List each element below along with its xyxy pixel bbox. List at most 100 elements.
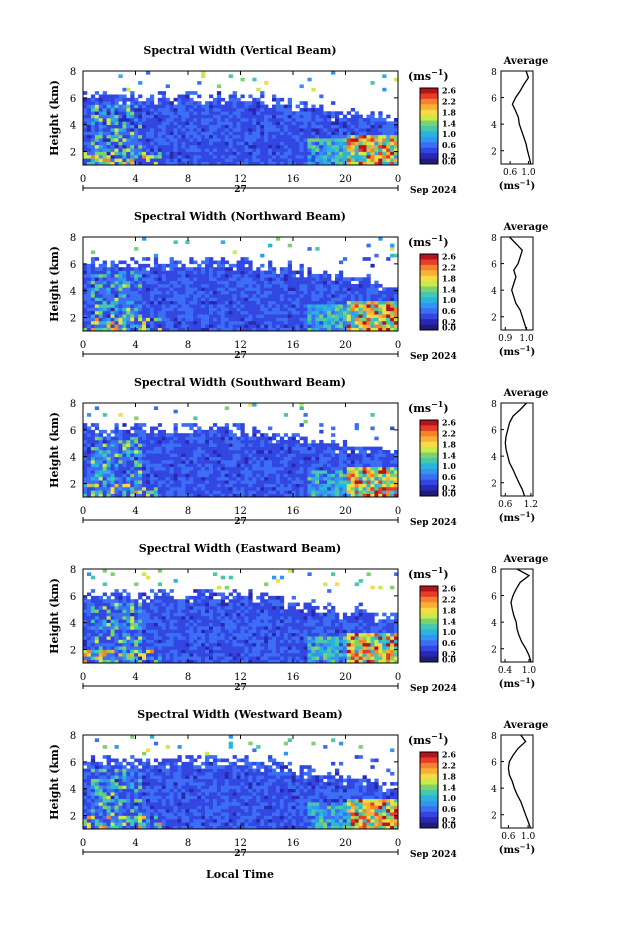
heatmap-cell <box>173 446 178 451</box>
heatmap-cell <box>323 446 328 451</box>
heatmap-cell <box>299 273 304 278</box>
heatmap-cell <box>197 151 202 156</box>
heatmap-cell <box>90 642 96 647</box>
heatmap-cell <box>138 111 143 115</box>
heatmap-cell <box>118 307 123 312</box>
heatmap-cell <box>382 320 387 325</box>
heatmap-cell <box>161 476 166 481</box>
heatmap-cell <box>122 310 127 315</box>
heatmap-cell <box>165 314 170 318</box>
heatmap-cell <box>299 84 304 89</box>
heatmap-cell <box>110 652 115 657</box>
heatmap-cell <box>209 463 214 468</box>
heatmap-cell <box>346 307 352 312</box>
heatmap-cell <box>86 131 92 136</box>
heatmap-cell <box>177 161 182 166</box>
heatmap-cell <box>378 161 383 166</box>
heatmap-cell <box>240 490 245 494</box>
heatmap-cell <box>366 124 371 129</box>
heatmap-cell <box>165 433 170 437</box>
heatmap-cell <box>394 138 399 142</box>
heatmap-cell <box>102 443 107 447</box>
heatmap-cell <box>110 632 115 637</box>
heatmap-cell <box>291 300 296 305</box>
heatmap-cell <box>382 297 387 302</box>
heatmap-cell <box>279 327 285 332</box>
heatmap-cell <box>287 463 292 468</box>
heatmap-cell <box>114 118 119 122</box>
heatmap-cell <box>362 158 367 162</box>
heatmap-cell <box>228 270 233 275</box>
heatmap-cell <box>193 138 198 142</box>
heatmap-cell <box>86 111 92 115</box>
heatmap-cell <box>252 307 257 312</box>
heatmap-cell <box>244 124 249 129</box>
heatmap-cell <box>189 480 194 484</box>
heatmap-cell <box>260 297 265 302</box>
heatmap-cell <box>102 118 107 122</box>
heatmap-cell <box>106 290 111 295</box>
heatmap-cell <box>346 327 352 332</box>
heatmap-cell <box>220 284 226 288</box>
heatmap-cell <box>138 466 143 471</box>
heatmap-cell <box>189 284 194 288</box>
heatmap-cell <box>149 270 155 275</box>
heatmap-cell <box>126 297 131 302</box>
heatmap-cell <box>248 154 253 159</box>
heatmap-cell <box>256 128 261 132</box>
heatmap-cell <box>236 128 241 132</box>
heatmap-cell <box>220 483 226 488</box>
heatmap-cell <box>303 144 308 149</box>
heatmap-cell <box>275 134 281 139</box>
y-axis-label: Height (km) <box>48 412 61 488</box>
heatmap-cell <box>295 463 300 468</box>
heatmap-cell <box>275 290 281 295</box>
heatmap-cell <box>354 463 359 468</box>
heatmap-cell <box>338 450 344 454</box>
heatmap-cell <box>232 446 237 451</box>
heatmap-cell <box>252 300 257 305</box>
heatmap-cell <box>279 439 285 444</box>
heatmap-cell <box>110 429 115 434</box>
heatmap-cell <box>193 118 198 122</box>
heatmap-cell <box>134 466 139 471</box>
heatmap-cell <box>94 609 100 613</box>
heatmap-cell <box>256 131 261 136</box>
heatmap-cell <box>299 486 304 491</box>
heatmap-cell <box>279 473 285 478</box>
heatmap-cell <box>252 314 257 318</box>
heatmap-cell <box>370 476 375 481</box>
heatmap-cell <box>327 304 332 308</box>
heatmap-cell <box>130 439 135 444</box>
heatmap-cell <box>161 280 166 285</box>
heatmap-cell <box>248 121 253 126</box>
heatmap-cell <box>157 267 163 271</box>
heatmap-cell <box>212 320 218 325</box>
heatmap-cell <box>201 74 206 79</box>
heatmap-cell <box>354 307 359 312</box>
heatmap-cell <box>252 277 257 281</box>
heatmap-cell <box>106 639 111 644</box>
heatmap-cell <box>146 101 151 105</box>
heatmap-cell <box>209 300 214 305</box>
heatmap-cell <box>394 456 399 461</box>
heatmap-cell <box>169 460 174 464</box>
heatmap-cell <box>264 111 269 115</box>
heatmap-cell <box>110 602 115 607</box>
heatmap-cell <box>374 470 379 474</box>
heatmap-cell <box>201 290 206 295</box>
heatmap-cell <box>240 77 245 82</box>
heatmap-cell <box>205 101 210 105</box>
heatmap-cell <box>205 257 210 261</box>
heatmap-cell <box>272 161 277 166</box>
colorbar-tick-label: 0.6 <box>442 306 456 316</box>
heatmap-cell <box>275 131 281 136</box>
heatmap-cell <box>173 483 178 488</box>
heatmap-cell <box>346 148 352 152</box>
heatmap-cell <box>173 144 178 149</box>
heatmap-cell <box>169 483 174 488</box>
heatmap-cell <box>169 107 174 112</box>
heatmap-cell <box>264 460 269 464</box>
heatmap-cell <box>118 436 123 441</box>
heatmap-cell <box>83 138 88 142</box>
